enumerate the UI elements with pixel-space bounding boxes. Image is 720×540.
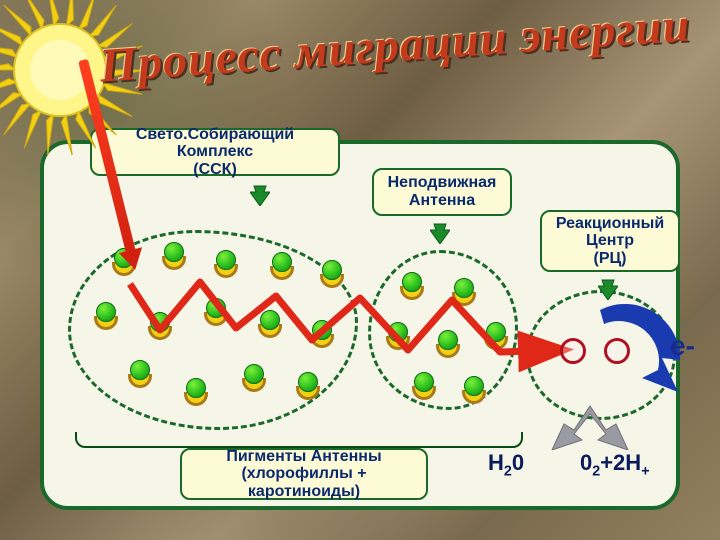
formula-o2-2h: 02+2H+ xyxy=(580,450,650,479)
pigment-icon xyxy=(308,320,336,348)
pigment-icon xyxy=(212,250,240,278)
label-text: Центр xyxy=(550,232,670,250)
label-text: Антенна xyxy=(382,192,502,210)
electron-label: е- xyxy=(670,330,695,362)
label-antenna-pigments: Пигменты Антенны (хлорофиллы + каротинои… xyxy=(180,448,428,500)
rc-pigment-circle xyxy=(560,338,586,364)
pigment-icon xyxy=(410,372,438,400)
pigment-icon xyxy=(240,364,268,392)
pigment-icon xyxy=(460,376,488,404)
pigment-icon xyxy=(398,272,426,300)
water-split-arrows xyxy=(540,400,640,450)
pigment-icon xyxy=(294,372,322,400)
pigment-icon xyxy=(182,378,210,406)
pigment-icon xyxy=(450,278,478,306)
pigment-icon xyxy=(202,298,230,326)
label-text: (хлорофиллы + каротиноиды) xyxy=(190,465,418,500)
down-arrow-icon xyxy=(250,184,270,206)
label-reaction-center: Реакционный Центр (РЦ) xyxy=(540,210,680,272)
pigment-icon xyxy=(318,260,346,288)
down-arrow-icon xyxy=(430,222,450,244)
label-text: (РЦ) xyxy=(550,250,670,268)
formula-h2o: H20 xyxy=(488,450,524,479)
label-text: Неподвижная xyxy=(382,174,502,192)
label-text: Реакционный xyxy=(550,215,670,233)
pigment-icon xyxy=(160,242,188,270)
label-text: Пигменты Антенны xyxy=(190,448,418,466)
pigment-icon xyxy=(482,322,510,350)
pigment-icon xyxy=(146,312,174,340)
down-arrow-icon xyxy=(598,278,618,300)
pigment-icon xyxy=(256,310,284,338)
pigment-icon xyxy=(434,330,462,358)
pigment-icon xyxy=(384,322,412,350)
bracket-pigments xyxy=(75,432,523,448)
pigment-icon xyxy=(126,360,154,388)
pigment-icon xyxy=(268,252,296,280)
rc-pigment-circle xyxy=(604,338,630,364)
pigment-icon xyxy=(92,302,120,330)
label-fixed-antenna: Неподвижная Антенна xyxy=(372,168,512,216)
